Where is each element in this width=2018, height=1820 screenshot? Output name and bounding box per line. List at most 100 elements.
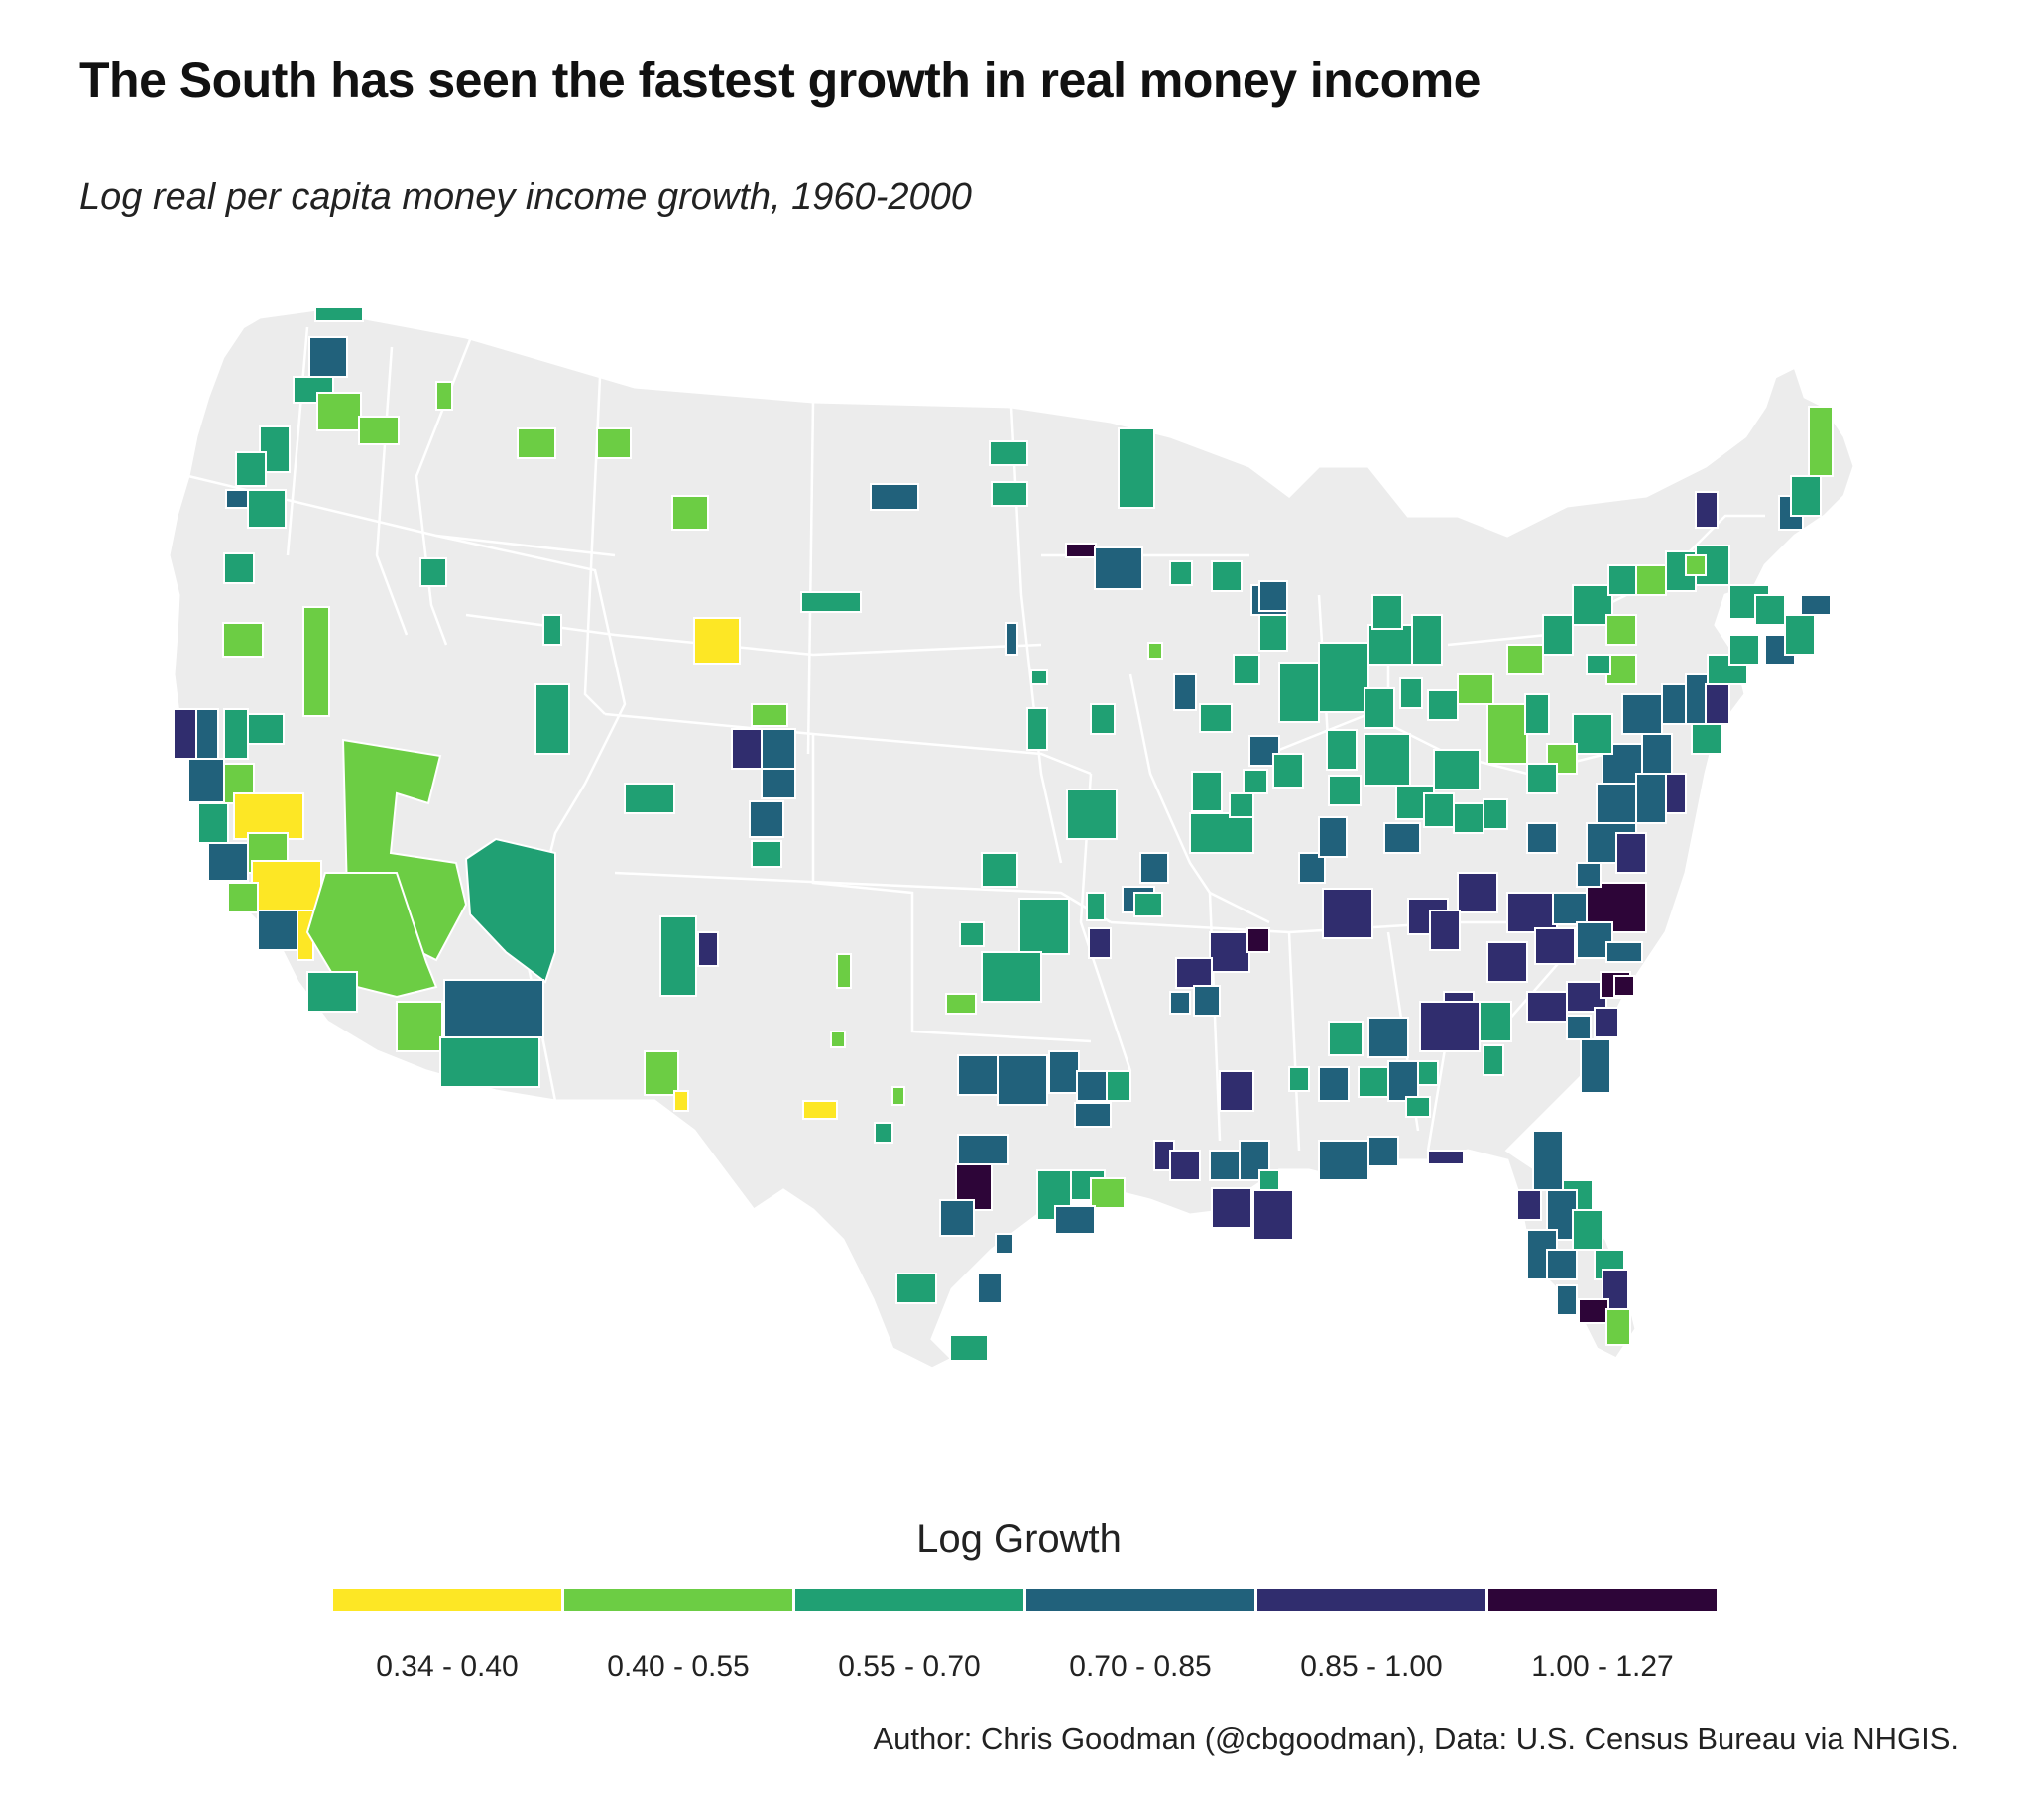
county-polygon	[223, 708, 249, 760]
county-polygon	[1169, 560, 1193, 586]
county-polygon	[464, 837, 556, 984]
county-polygon	[957, 1054, 999, 1096]
county-polygon	[1318, 1140, 1369, 1181]
county-polygon	[1076, 1070, 1108, 1102]
county-polygon	[1613, 975, 1635, 997]
county-polygon	[443, 979, 544, 1038]
county-polygon	[1288, 1066, 1310, 1092]
county-polygon	[800, 591, 862, 613]
county-polygons	[173, 306, 1834, 1362]
county-polygon	[227, 882, 259, 913]
county-polygon	[1594, 1007, 1619, 1038]
county-polygon	[1576, 862, 1602, 888]
county-polygon	[1364, 733, 1411, 787]
county-polygon	[1209, 1150, 1241, 1181]
county-polygon	[1088, 927, 1112, 959]
county-polygon	[1524, 693, 1550, 735]
county-polygon	[1417, 1060, 1439, 1086]
county-polygon	[1318, 816, 1348, 858]
county-polygon	[939, 1199, 975, 1237]
county-polygon	[517, 427, 556, 459]
county-polygon	[1483, 1044, 1504, 1076]
legend-item: 0.34 - 0.40	[333, 1589, 561, 1684]
county-polygon	[1605, 1308, 1631, 1346]
county-polygon	[1018, 898, 1070, 955]
county-polygon	[197, 802, 229, 844]
county-polygon	[1005, 622, 1018, 656]
county-polygon	[1635, 773, 1667, 824]
county-polygon	[1641, 733, 1673, 775]
county-polygon	[693, 617, 741, 665]
county-polygon	[1367, 1017, 1409, 1058]
county-polygon	[439, 1036, 540, 1088]
county-polygon	[1367, 1136, 1399, 1167]
county-polygon	[1728, 634, 1760, 666]
county-polygon	[1526, 991, 1568, 1023]
county-polygon	[1596, 783, 1637, 824]
county-polygon	[222, 622, 264, 658]
county-polygon	[870, 483, 919, 511]
county-polygon	[1387, 1060, 1419, 1102]
county-polygon	[1118, 427, 1155, 509]
county-polygon	[1784, 614, 1816, 656]
county-polygon	[1691, 723, 1722, 755]
county-polygon	[1211, 1187, 1252, 1229]
county-polygon	[830, 1031, 846, 1048]
county-polygon	[1030, 669, 1048, 685]
county-polygon	[697, 931, 719, 967]
county-polygon	[1258, 1169, 1280, 1191]
county-polygon	[1358, 1066, 1389, 1098]
county-polygon	[1556, 1284, 1578, 1316]
county-polygon	[314, 306, 364, 322]
county-polygon	[1427, 1150, 1465, 1165]
county-polygon	[991, 481, 1028, 507]
county-polygon	[1419, 1001, 1481, 1052]
county-polygon	[731, 728, 763, 770]
county-polygon	[1328, 775, 1362, 806]
county-polygon	[1074, 1102, 1112, 1128]
county-polygon	[1506, 644, 1544, 675]
county-polygon	[761, 728, 796, 770]
county-polygon	[1635, 564, 1667, 596]
county-polygon	[751, 840, 782, 868]
county-polygon	[1364, 687, 1395, 729]
county-polygon	[1423, 792, 1455, 828]
county-polygon	[225, 489, 249, 509]
county-polygon	[1411, 614, 1443, 666]
county-polygon	[802, 1100, 838, 1120]
county-polygon	[949, 1334, 989, 1362]
county-polygon	[1106, 1070, 1131, 1102]
county-polygon	[1534, 927, 1576, 965]
county-polygon	[173, 708, 198, 760]
county-polygon	[1566, 1015, 1592, 1040]
county-polygon	[1318, 1066, 1350, 1102]
county-polygon	[1399, 677, 1423, 709]
county-polygon	[1486, 703, 1528, 765]
county-polygon	[1605, 941, 1643, 963]
county-polygon	[1211, 560, 1243, 592]
county-polygon	[1371, 594, 1403, 630]
county-polygon	[235, 451, 267, 487]
legend: 0.34 - 0.40 0.40 - 0.55 0.55 - 0.70 0.70…	[333, 1589, 1720, 1684]
county-polygon	[1383, 822, 1421, 854]
county-polygon	[749, 800, 784, 838]
legend-swatch	[564, 1589, 792, 1611]
county-polygon	[1246, 927, 1270, 953]
county-polygon	[644, 1050, 679, 1096]
legend-label: 0.34 - 0.40	[376, 1650, 519, 1683]
county-polygon	[957, 1134, 1009, 1165]
county-polygon	[1243, 769, 1268, 794]
legend-swatch	[1026, 1589, 1254, 1611]
county-polygon	[1542, 614, 1574, 656]
county-polygon	[1233, 654, 1260, 685]
county-polygon	[1754, 594, 1786, 626]
us-choropleth-map	[167, 306, 1856, 1371]
county-polygon	[624, 783, 675, 814]
county-polygon	[1278, 662, 1320, 723]
county-polygon	[187, 758, 225, 803]
county-polygon	[1258, 580, 1288, 612]
county-polygon	[874, 1122, 893, 1144]
county-polygon	[891, 1086, 905, 1106]
county-polygon	[1605, 614, 1637, 646]
county-polygon	[1572, 1209, 1603, 1251]
